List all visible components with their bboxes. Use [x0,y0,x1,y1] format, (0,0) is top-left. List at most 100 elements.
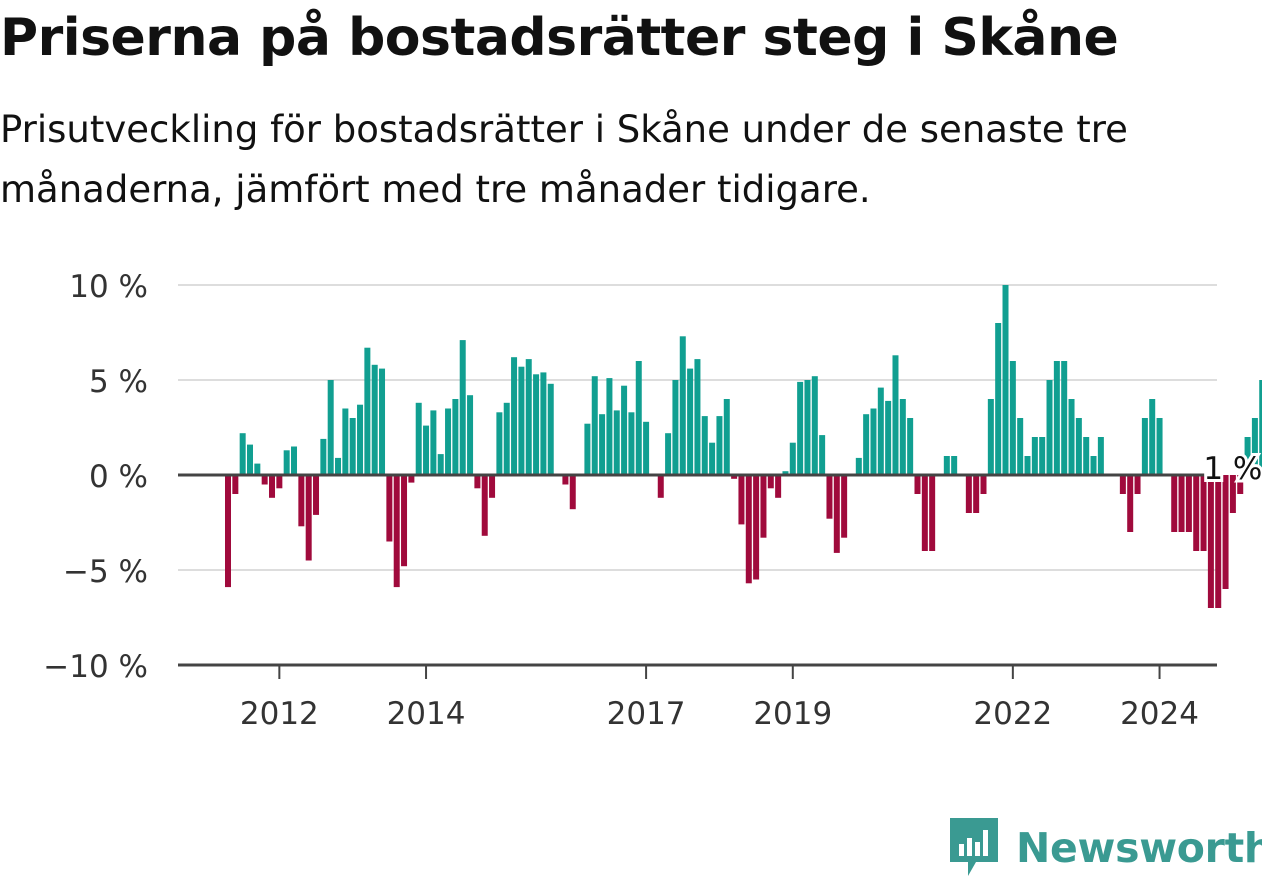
x-tick-label: 2012 [240,696,319,732]
bar [1119,475,1126,494]
bar [511,357,518,475]
bar [731,475,738,479]
bar [716,416,723,475]
chart-subtitle: Prisutveckling för bostadsrätter i Skåne… [0,108,1128,211]
bar [826,475,833,519]
bar [1002,285,1009,475]
bar [899,399,906,475]
bar [1222,475,1229,589]
bar [467,395,474,475]
bar [533,374,540,475]
bar [540,372,547,475]
bar [1207,475,1214,608]
bar [760,475,767,538]
bar-layer [225,285,1262,608]
bar [393,475,400,588]
x-tick-label: 2022 [973,696,1052,732]
bar [665,433,672,475]
bar [379,368,386,475]
bar [973,475,980,513]
bar [1024,456,1031,475]
newsworthy-logo-icon [950,818,998,876]
bar [1134,475,1141,494]
bar [298,475,305,527]
bar [445,408,452,475]
bar [1090,456,1097,475]
bar [1097,437,1104,475]
bar [357,404,364,475]
label-layer: 10 % 5 % 0 % −5 % −10 % 2012 2014 2017 2019 2022 2… [43,269,1262,732]
bar [914,475,921,494]
bar [987,399,994,475]
bar [1068,399,1075,475]
bar [687,368,694,475]
annotation-label: 1 % [1203,451,1262,487]
bar [1075,418,1082,475]
bar [943,456,950,475]
y-tick-label: 10 % [69,269,148,305]
bar [327,380,334,475]
bar [995,323,1002,475]
bar [980,475,987,494]
bar [225,475,231,588]
bar [1229,475,1236,513]
bar [606,378,613,475]
bar [635,361,642,475]
y-tick-label: 0 % [89,459,148,495]
bar [320,438,327,475]
chart-title: Priserna på bostadsrätter steg i Skåne [0,8,1119,68]
bar [1017,418,1024,475]
bar [1031,437,1038,475]
bar [562,475,569,485]
bar [1171,475,1178,532]
bar [907,418,914,475]
bar [503,402,510,475]
bar [921,475,928,551]
axis-layer [178,473,1217,679]
bar [672,380,679,475]
bar [1149,399,1156,475]
bar [694,359,701,475]
bar [745,475,752,584]
bar [782,471,789,475]
bar [877,387,884,475]
bar [415,402,422,475]
y-tick-label: −5 % [63,554,148,590]
bar [452,399,459,475]
bar [738,475,745,525]
bar [254,463,261,475]
bar [657,475,664,498]
bar [496,412,503,475]
bar [1156,418,1163,475]
bar [547,383,554,475]
bar [1193,475,1200,551]
bar [1178,475,1185,532]
bar [584,423,591,475]
x-tick-label: 2019 [753,696,832,732]
bar [1061,361,1068,475]
bar [863,414,870,475]
bar [599,414,606,475]
bar [1259,380,1262,475]
bar [335,457,342,475]
bar [1083,437,1090,475]
bar [1127,475,1134,532]
y-tick-label: −10 % [43,649,148,685]
bar [811,376,818,475]
bar [819,435,826,475]
bar [804,380,811,475]
bar [855,457,862,475]
bar [291,446,298,475]
bar [965,475,972,513]
newsworthy-logo: Newsworthy [950,818,1262,878]
bar [833,475,840,553]
bar [709,442,716,475]
bar [269,475,276,498]
bar [569,475,576,510]
bar [753,475,760,580]
bar [643,421,650,475]
bar [1200,475,1207,551]
bar [313,475,320,515]
bar [349,418,356,475]
bar [1141,418,1148,475]
